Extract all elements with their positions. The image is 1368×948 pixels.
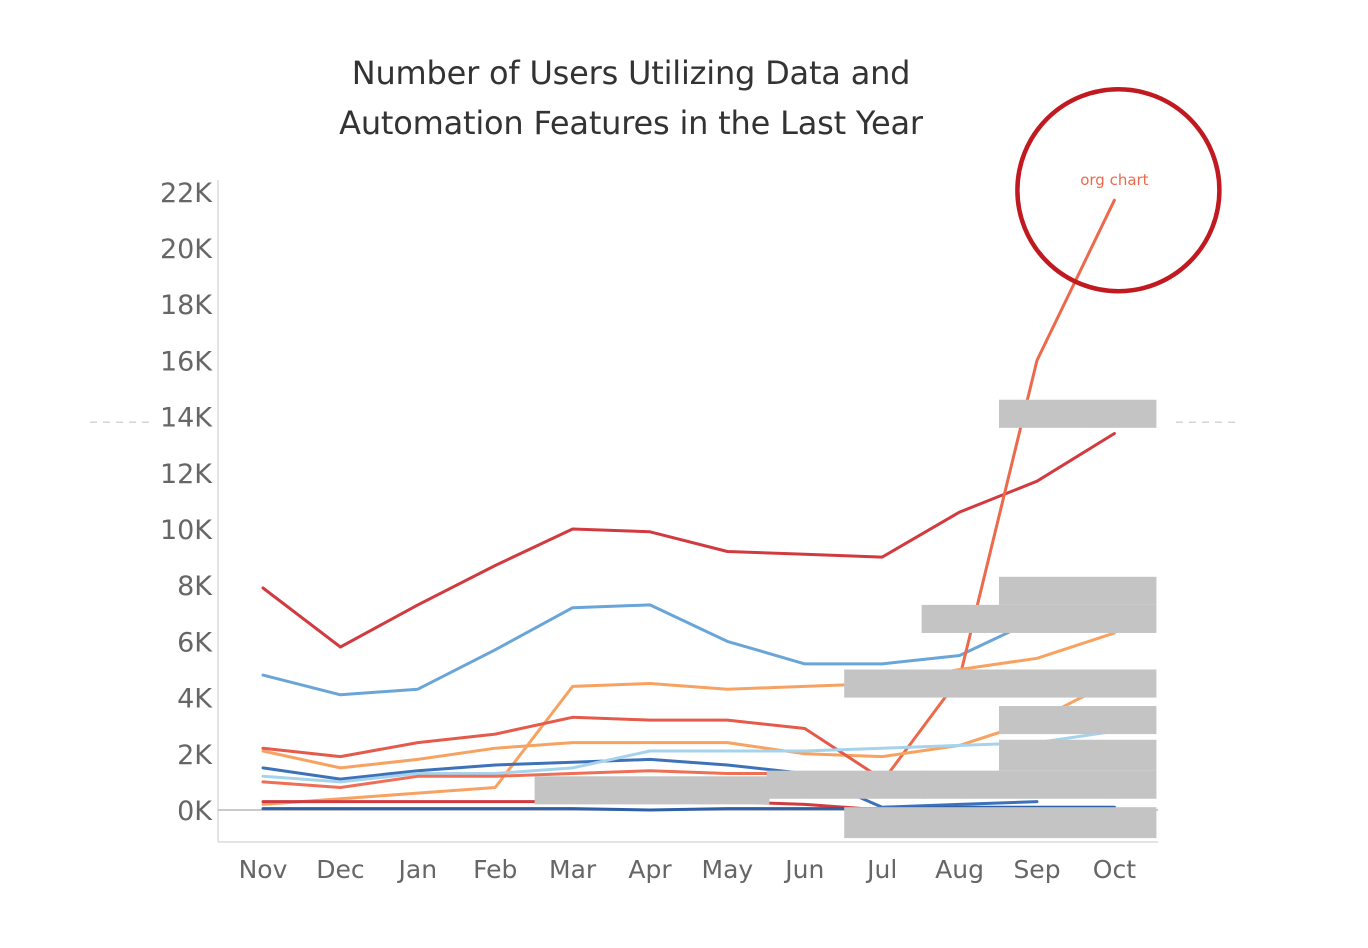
redaction-box [844,807,1157,839]
x-tick-label: Jul [865,855,897,884]
y-tick-label: 2K [177,740,213,771]
y-tick-labels: 0K 2K 4K 6K 8K 10K 12K 14K 16K 18K 20K 22K [160,178,213,827]
x-tick-label: Aug [935,855,984,884]
y-tick-label: 20K [160,234,213,265]
redaction-box [534,776,770,805]
series-line-1 [261,603,1116,697]
y-tick-label: 22K [160,178,213,209]
x-tick-label: Nov [239,855,288,884]
y-tick-label: 4K [177,684,213,715]
chart-title-line-2: Automation Features in the Last Year [339,104,923,142]
redaction-box [999,576,1157,605]
series-line-7 [261,729,1116,784]
annotation-label: org chart [1080,171,1148,189]
x-tick-label: Apr [628,855,672,884]
x-tick-label: Dec [316,855,364,884]
x-tick-label: Jun [783,855,824,884]
redaction-box [999,399,1157,428]
redaction-box [921,604,1157,633]
redaction-box [844,669,1157,698]
series-line-5 [261,715,962,781]
y-tick-label: 0K [177,796,213,827]
highlight-circle [1015,86,1222,294]
x-tick-label: Mar [549,855,597,884]
redaction-box [999,739,1157,771]
series-line-4 [261,631,1116,806]
y-tick-label: 12K [160,459,213,490]
redaction-box [999,706,1157,735]
x-tick-labels: Nov Dec Jan Feb Mar Apr May Jun Jul Aug Sep Oct [239,855,1137,884]
redaction-boxes [534,399,1157,839]
series-lines [261,198,1116,812]
x-tick-label: Jan [397,855,438,884]
chart-title-line-1: Number of Users Utilizing Data and [351,54,911,92]
x-tick-label: Feb [473,855,517,884]
y-tick-label: 18K [160,290,213,321]
series-line-0 [261,432,1116,649]
annotations: org chart [1015,86,1222,294]
series-line-3 [261,679,1116,770]
redaction-box [921,770,1157,799]
series-line-6 [261,757,1039,809]
redaction-box [766,770,925,799]
y-tick-label: 16K [160,346,213,377]
y-tick-label: 8K [177,571,213,602]
x-tick-label: Oct [1093,855,1136,884]
y-tick-label: 6K [177,627,213,658]
x-tick-label: Sep [1013,855,1060,884]
x-tick-label: May [702,855,754,884]
y-tick-label: 10K [160,515,213,546]
y-tick-label: 14K [160,403,213,434]
